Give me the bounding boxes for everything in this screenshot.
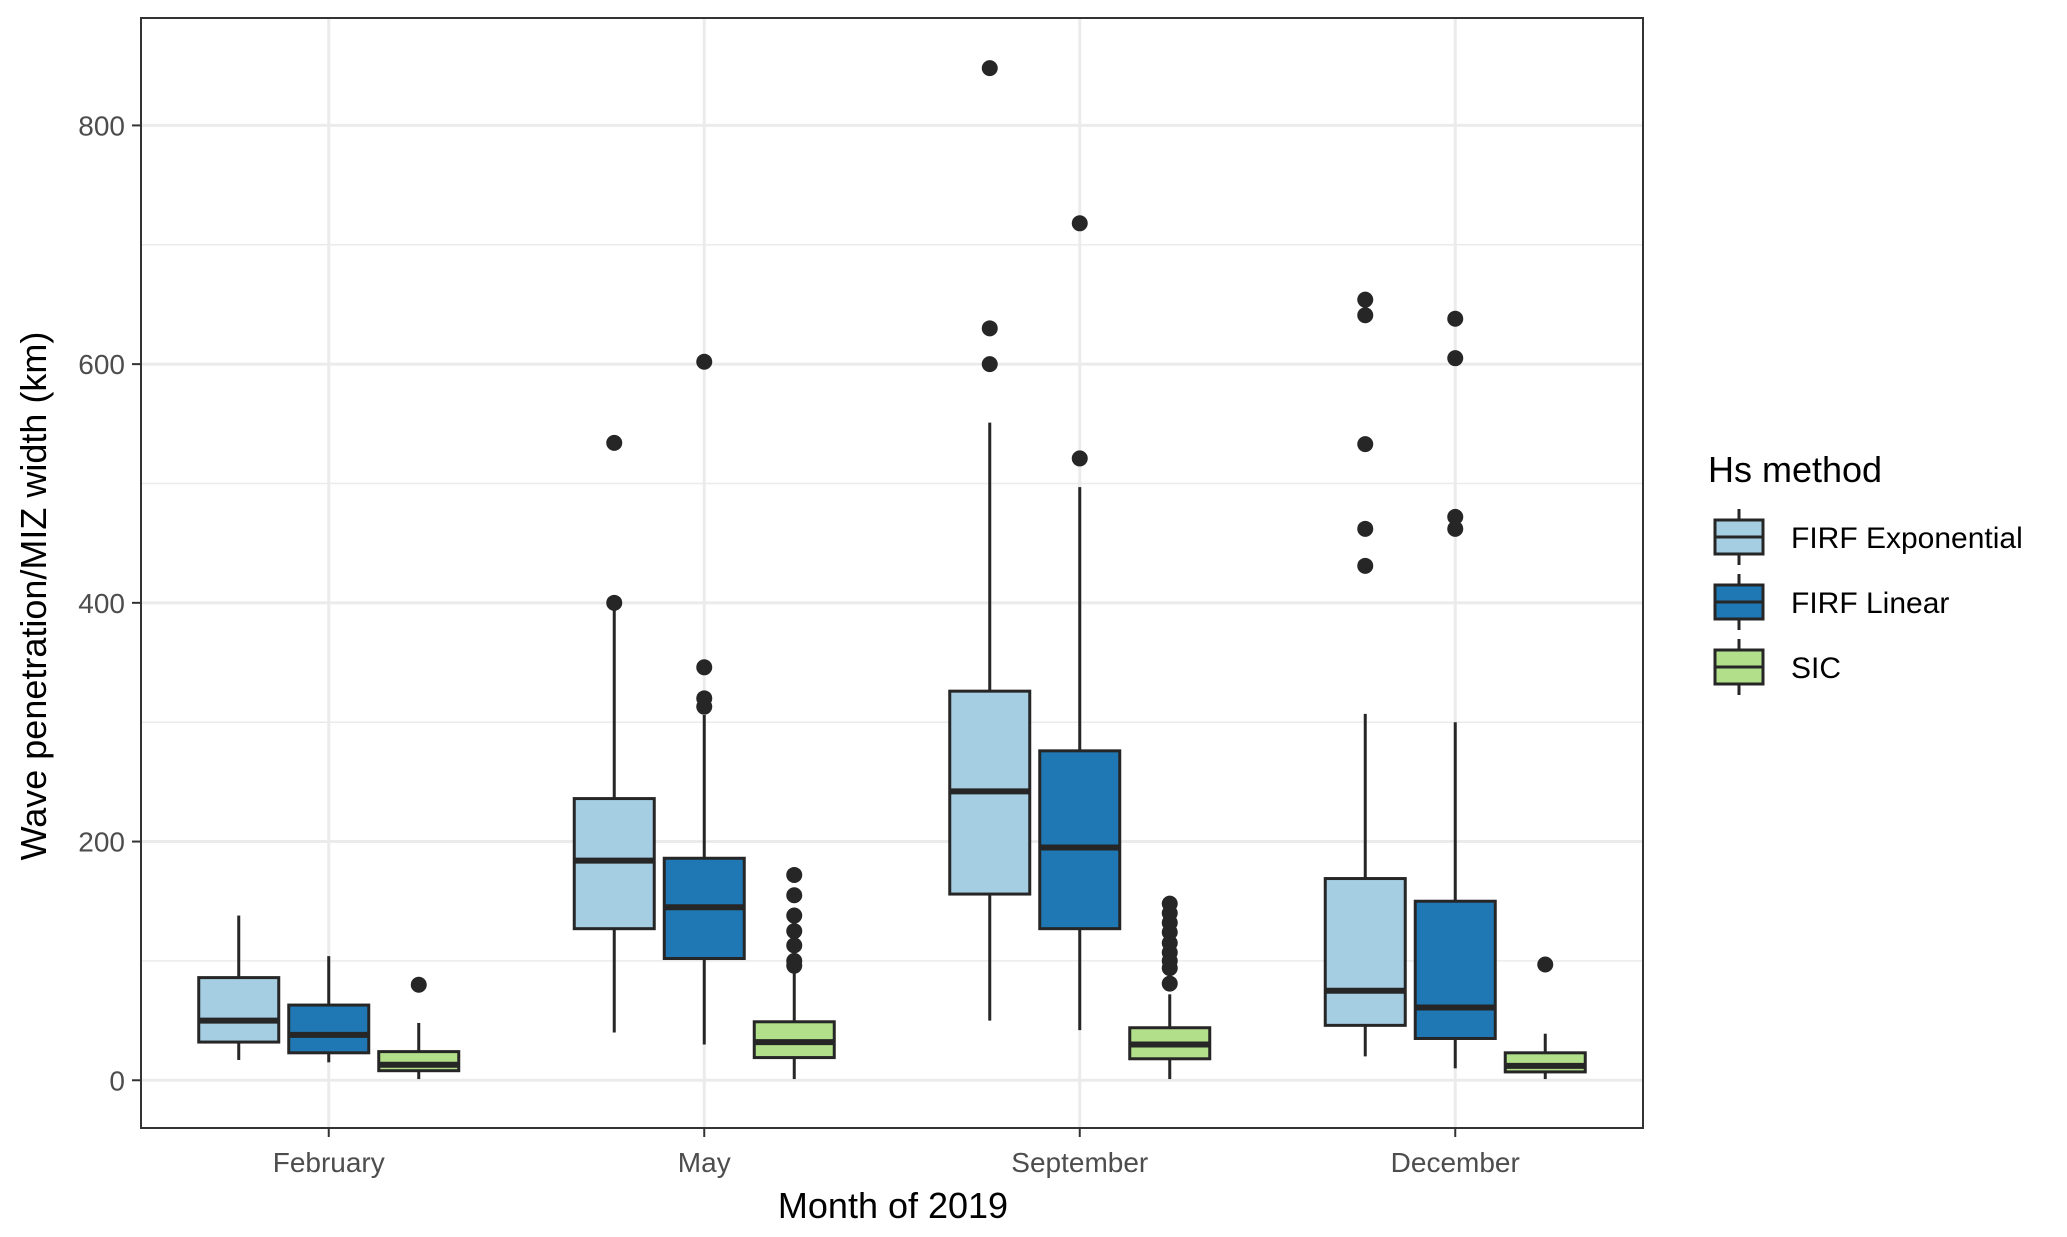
outlier-point bbox=[1447, 350, 1464, 367]
x-axis-title: Month of 2019 bbox=[778, 1185, 1008, 1226]
outlier-point bbox=[786, 952, 803, 969]
x-tick-label: May bbox=[678, 1147, 731, 1178]
box-body bbox=[1413, 899, 1497, 1040]
box-firf-exponential-december bbox=[1323, 291, 1407, 1057]
outlier-point bbox=[981, 60, 998, 77]
x-tick-label: December bbox=[1391, 1147, 1520, 1178]
legend-item-firf-linear: FIRF Linear bbox=[1713, 574, 1949, 630]
outlier-point bbox=[1161, 895, 1178, 912]
outlier-point bbox=[786, 923, 803, 940]
box-body bbox=[197, 976, 281, 1044]
box-body bbox=[1503, 1051, 1587, 1074]
box-body bbox=[1038, 749, 1122, 931]
outlier-point bbox=[410, 976, 427, 993]
outlier-point bbox=[1357, 557, 1374, 574]
y-tick-label: 200 bbox=[78, 827, 125, 858]
box-firf-linear-may bbox=[662, 353, 746, 1045]
box-firf-linear-september bbox=[1038, 215, 1122, 1031]
outlier-point bbox=[606, 434, 623, 451]
box-firf-exponential-september bbox=[948, 60, 1032, 1021]
legend-label: FIRF Linear bbox=[1791, 587, 1949, 620]
legend-title: Hs method bbox=[1708, 449, 1882, 490]
outlier-point bbox=[1447, 310, 1464, 327]
box-sic-may bbox=[752, 866, 836, 1080]
box-sic-december bbox=[1503, 956, 1587, 1080]
outlier-point bbox=[786, 907, 803, 924]
box-firf-exponential-february bbox=[197, 915, 281, 1060]
outlier-point bbox=[696, 353, 713, 370]
x-tick-label: September bbox=[1011, 1147, 1148, 1178]
x-tick-label: February bbox=[273, 1147, 385, 1178]
box-sic-september bbox=[1128, 895, 1212, 1080]
outlier-point bbox=[786, 866, 803, 883]
legend-item-firf-exponential: FIRF Exponential bbox=[1713, 509, 2023, 565]
y-axis: 0 200 400 600 800 bbox=[78, 110, 141, 1096]
box-firf-exponential-may bbox=[572, 434, 656, 1033]
outlier-point bbox=[1357, 436, 1374, 453]
outlier-point bbox=[981, 356, 998, 373]
outlier-point bbox=[1537, 956, 1554, 973]
y-tick-label: 800 bbox=[78, 110, 125, 141]
legend-label: FIRF Exponential bbox=[1791, 522, 2023, 555]
box-firf-linear-february bbox=[287, 956, 371, 1063]
outlier-point bbox=[981, 320, 998, 337]
y-tick-label: 0 bbox=[109, 1065, 125, 1096]
outlier-point bbox=[1071, 215, 1088, 232]
outlier-point bbox=[786, 887, 803, 904]
legend: Hs method FIRF Exponential FIRF Linear SIC bbox=[1708, 449, 2023, 695]
legend-item-sic: SIC bbox=[1713, 639, 1841, 695]
box-sic-february bbox=[377, 976, 461, 1080]
box-firf-linear-december bbox=[1413, 310, 1497, 1069]
outlier-point bbox=[1357, 291, 1374, 308]
outlier-point bbox=[1161, 975, 1178, 992]
legend-label: SIC bbox=[1791, 652, 1841, 685]
outlier-point bbox=[696, 659, 713, 676]
box-marks bbox=[197, 60, 1587, 1080]
outlier-point bbox=[696, 690, 713, 707]
box-body bbox=[1323, 877, 1407, 1027]
y-tick-label: 400 bbox=[78, 588, 125, 619]
y-tick-label: 600 bbox=[78, 349, 125, 380]
outlier-point bbox=[786, 937, 803, 954]
box-body bbox=[377, 1050, 461, 1073]
outlier-point bbox=[1357, 307, 1374, 324]
outlier-point bbox=[1447, 508, 1464, 525]
plot-panel-border bbox=[140, 17, 1644, 1129]
outlier-point bbox=[1447, 520, 1464, 537]
outlier-point bbox=[1071, 450, 1088, 467]
y-axis-title: Wave penetration/MIZ width (km) bbox=[13, 332, 54, 861]
x-axis: February May September December bbox=[273, 1128, 1520, 1178]
outlier-point bbox=[1357, 520, 1374, 537]
box-body bbox=[287, 1003, 371, 1055]
outlier-point bbox=[606, 594, 623, 611]
